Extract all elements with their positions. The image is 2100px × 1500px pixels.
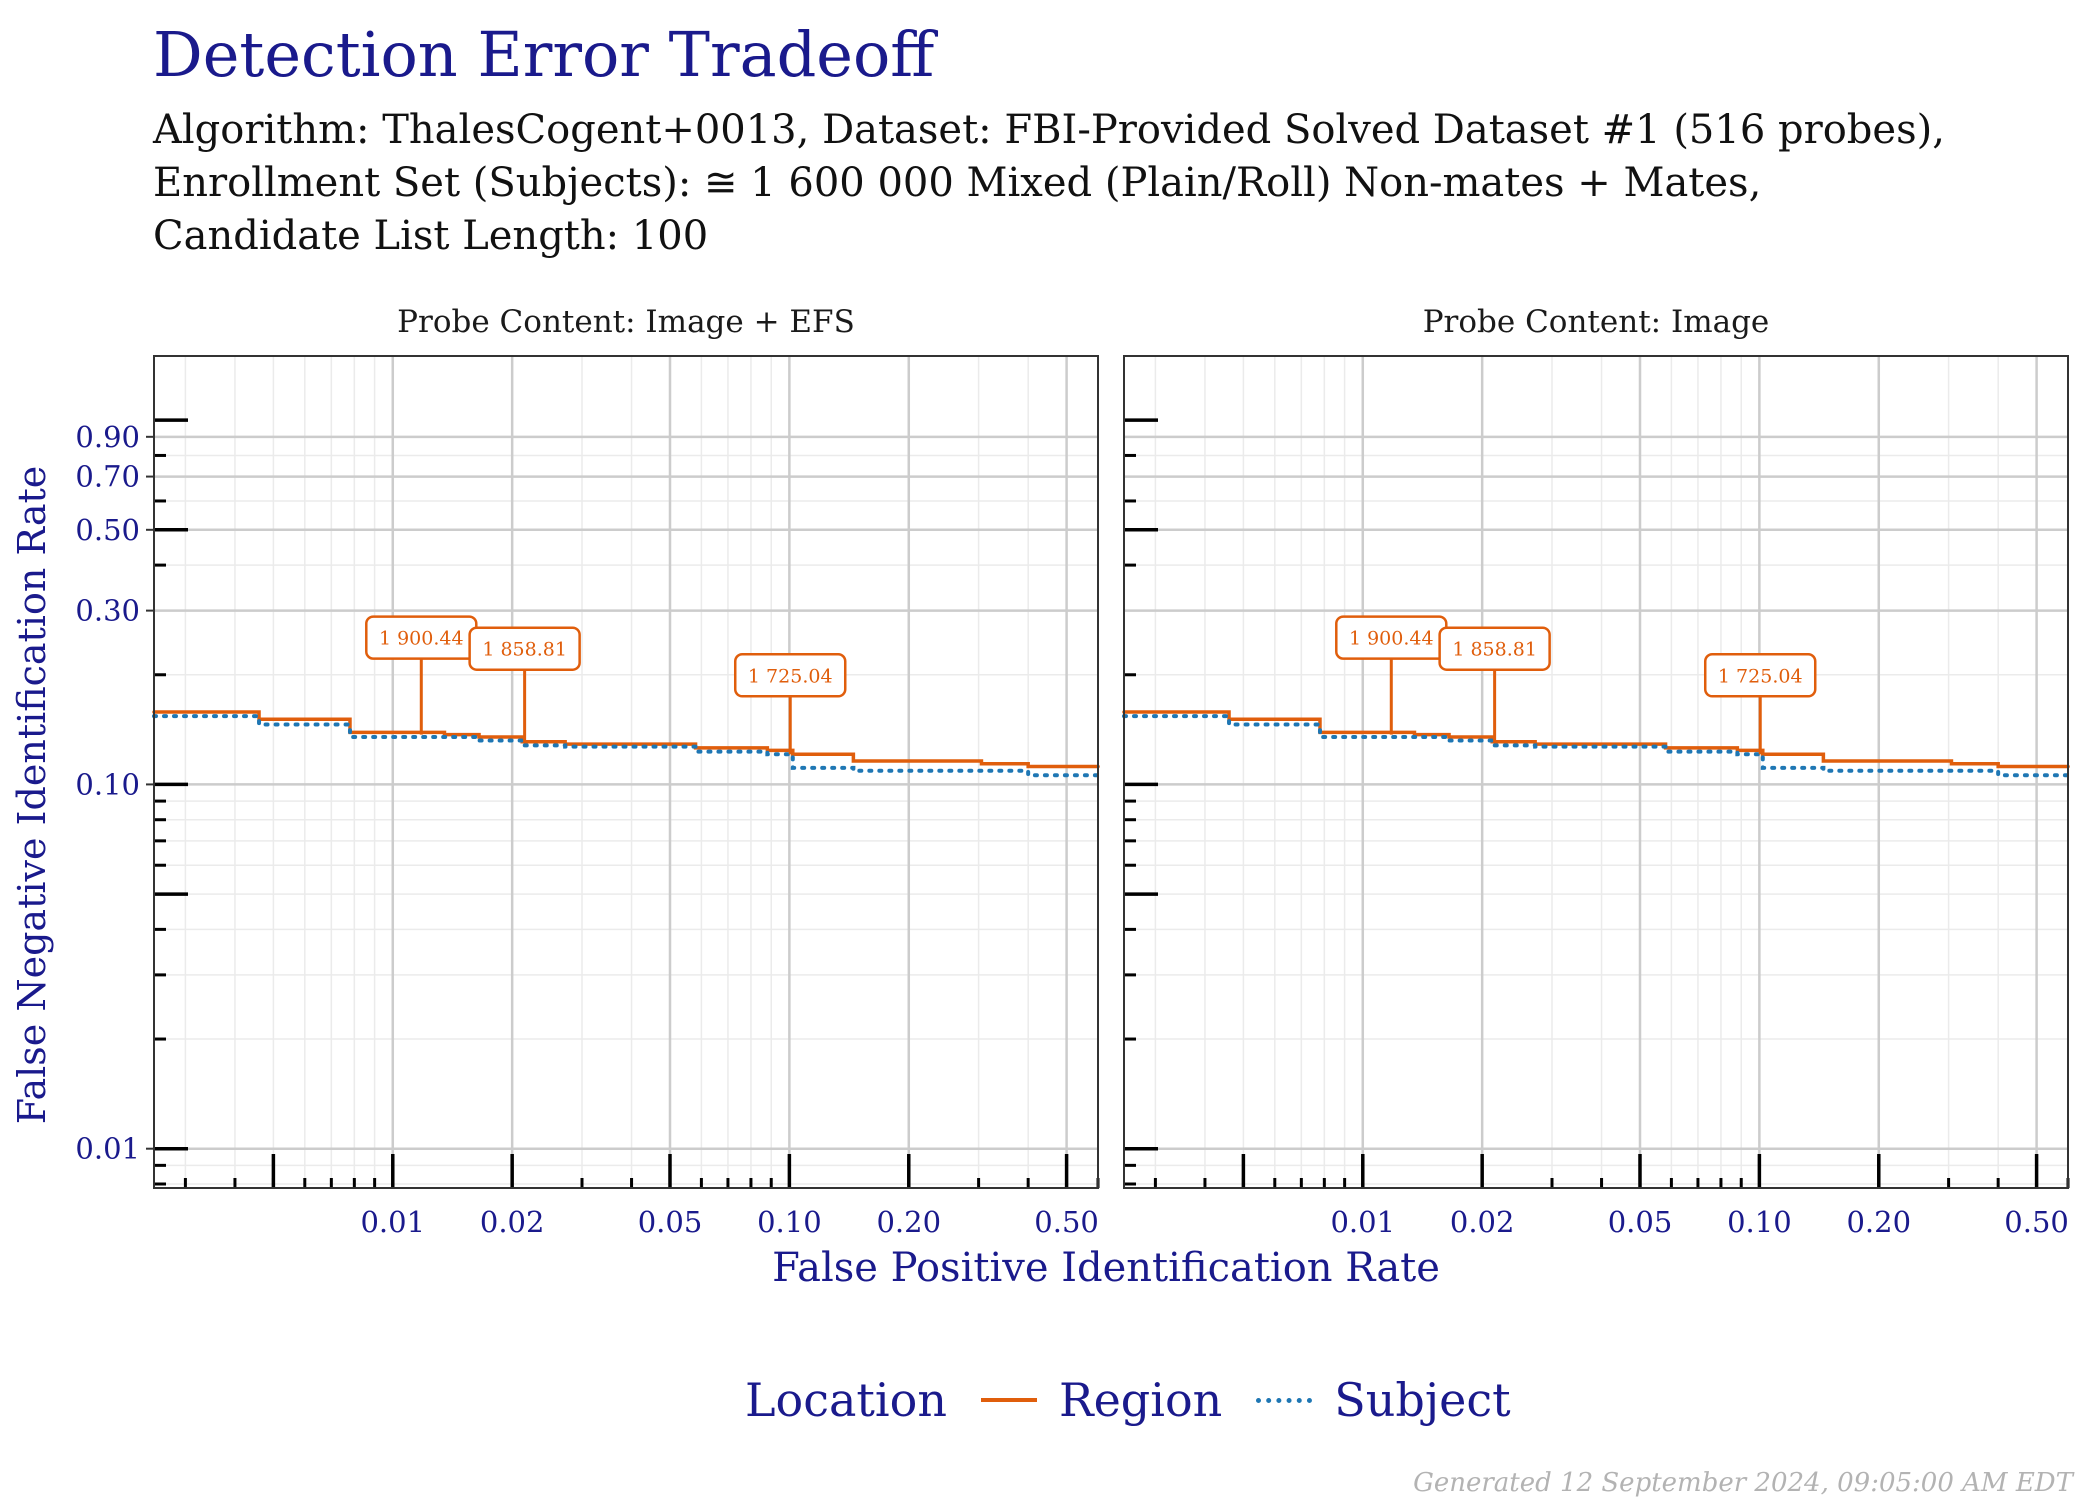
chart-subtitle: Algorithm: ThalesCogent+0013, Dataset: F… <box>153 104 1945 263</box>
panel-title: Probe Content: Image <box>1423 304 1770 340</box>
subtitle-line-1: Algorithm: ThalesCogent+0013, Dataset: F… <box>153 107 1945 153</box>
annotation-label: 1 725.04 <box>1718 665 1803 687</box>
chart-title: Detection Error Tradeoff <box>153 18 935 91</box>
series-line-region <box>152 710 1100 769</box>
y-tick-label: 0.01 <box>75 1132 140 1166</box>
series-line-subject <box>152 714 1100 778</box>
panel-border <box>1123 355 2069 1189</box>
legend-key-subject <box>1256 1397 1313 1403</box>
annotation-label: 1 858.81 <box>482 639 567 661</box>
panel-border <box>153 355 1099 1189</box>
subtitle-line-2: Enrollment Set (Subjects): ≅ 1 600 000 M… <box>153 160 1762 206</box>
series-line-subject <box>1122 714 2070 778</box>
y-tick-label: 0.30 <box>75 594 140 628</box>
legend-key-region <box>980 1398 1037 1402</box>
generated-timestamp: Generated 12 September 2024, 09:05:00 AM… <box>1413 1468 2073 1498</box>
annotation-label: 1 900.44 <box>1349 628 1434 650</box>
legend: Location Region Subject <box>745 1370 1511 1430</box>
x-tick-label: 0.05 <box>638 1205 703 1239</box>
annotation-label: 1 858.81 <box>1452 639 1537 661</box>
y-tick-label: 0.70 <box>75 460 140 494</box>
y-axis-label: False Negative Identification Rate <box>10 465 54 1125</box>
annotation-box <box>1438 626 1551 671</box>
x-tick-label: 0.50 <box>1034 1205 1099 1239</box>
x-tick-label: 0.20 <box>876 1205 941 1239</box>
x-tick-label: 0.10 <box>1727 1205 1792 1239</box>
x-axis-label: False Positive Identification Rate <box>772 1245 1440 1291</box>
legend-title: Location <box>745 1373 947 1427</box>
x-tick-label: 0.01 <box>1330 1205 1395 1239</box>
legend-label-region: Region <box>1058 1373 1223 1427</box>
annotation-box <box>468 626 581 671</box>
annotation-box <box>1703 653 1817 698</box>
panel-title: Probe Content: Image + EFS <box>397 304 855 340</box>
x-tick-label: 0.05 <box>1608 1205 1673 1239</box>
annotation-box <box>733 653 847 698</box>
y-tick-label: 0.90 <box>75 420 140 454</box>
series-line-region <box>1122 710 2070 769</box>
x-tick-label: 0.02 <box>1450 1205 1515 1239</box>
x-tick-label: 0.10 <box>757 1205 822 1239</box>
x-tick-label: 0.01 <box>360 1205 425 1239</box>
subtitle-line-3: Candidate List Length: 100 <box>153 213 709 259</box>
legend-label-subject: Subject <box>1334 1373 1511 1427</box>
x-tick-label: 0.02 <box>480 1205 545 1239</box>
x-tick-label: 0.50 <box>2004 1205 2069 1239</box>
annotation-label: 1 900.44 <box>379 628 464 650</box>
annotation-label: 1 725.04 <box>748 665 833 687</box>
y-tick-label: 0.10 <box>75 767 140 801</box>
x-tick-label: 0.20 <box>1846 1205 1911 1239</box>
y-tick-label: 0.50 <box>75 513 140 547</box>
